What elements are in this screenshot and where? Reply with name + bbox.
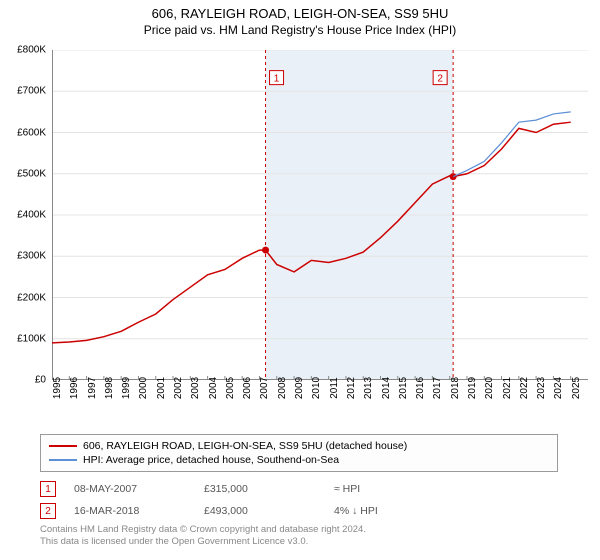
y-tick-label: £700K <box>17 86 46 97</box>
y-tick-label: £100K <box>17 333 46 344</box>
legend: 606, RAYLEIGH ROAD, LEIGH-ON-SEA, SS9 5H… <box>40 434 558 472</box>
x-tick-label: 1999 <box>121 377 132 399</box>
x-tick-label: 1995 <box>52 377 63 399</box>
x-tick-label: 2021 <box>502 377 513 399</box>
x-tick-label: 2019 <box>467 377 478 399</box>
legend-swatch-property <box>49 445 77 447</box>
legend-label-property: 606, RAYLEIGH ROAD, LEIGH-ON-SEA, SS9 5H… <box>83 440 407 452</box>
x-tick-label: 2014 <box>381 377 392 399</box>
transaction-hpi-2: 4% ↓ HPI <box>334 505 558 517</box>
transaction-date-1: 08-MAY-2007 <box>74 483 204 495</box>
transaction-date-2: 16-MAR-2018 <box>74 505 204 517</box>
transaction-hpi-1: ≈ HPI <box>334 483 558 495</box>
x-axis: 1995199619971998199920002001200220032004… <box>52 382 588 432</box>
x-tick-label: 2022 <box>519 377 530 399</box>
x-tick-label: 1996 <box>69 377 80 399</box>
legend-item-property: 606, RAYLEIGH ROAD, LEIGH-ON-SEA, SS9 5H… <box>49 439 549 453</box>
x-tick-label: 2010 <box>311 377 322 399</box>
legend-swatch-hpi <box>49 459 77 461</box>
x-tick-label: 2006 <box>242 377 253 399</box>
footer-line2: This data is licensed under the Open Gov… <box>40 536 366 548</box>
svg-text:2: 2 <box>437 74 443 85</box>
plot-svg: 12 <box>52 50 588 380</box>
legend-item-hpi: HPI: Average price, detached house, Sout… <box>49 453 549 467</box>
footer: Contains HM Land Registry data © Crown c… <box>40 524 366 548</box>
transaction-price-2: £493,000 <box>204 505 334 517</box>
x-tick-label: 2020 <box>484 377 495 399</box>
y-tick-label: £0 <box>35 375 46 386</box>
y-tick-label: £300K <box>17 251 46 262</box>
transaction-price-1: £315,000 <box>204 483 334 495</box>
x-tick-label: 2012 <box>346 377 357 399</box>
transaction-row-1: 1 08-MAY-2007 £315,000 ≈ HPI <box>40 478 558 500</box>
x-tick-label: 2000 <box>138 377 149 399</box>
chart-subtitle: Price paid vs. HM Land Registry's House … <box>0 21 600 41</box>
x-tick-label: 2003 <box>190 377 201 399</box>
y-tick-label: £600K <box>17 127 46 138</box>
plot-area: 12 <box>52 50 588 380</box>
y-tick-label: £400K <box>17 210 46 221</box>
chart-title: 606, RAYLEIGH ROAD, LEIGH-ON-SEA, SS9 5H… <box>0 0 600 21</box>
x-tick-label: 1997 <box>87 377 98 399</box>
y-axis: £0£100K£200K£300K£400K£500K£600K£700K£80… <box>0 50 50 380</box>
x-tick-label: 2016 <box>415 377 426 399</box>
y-tick-label: £800K <box>17 45 46 56</box>
transaction-badge-1: 1 <box>40 481 56 497</box>
x-tick-label: 2008 <box>277 377 288 399</box>
svg-text:1: 1 <box>274 74 280 85</box>
x-tick-label: 1998 <box>104 377 115 399</box>
footer-line1: Contains HM Land Registry data © Crown c… <box>40 524 366 536</box>
y-tick-label: £200K <box>17 292 46 303</box>
transaction-row-2: 2 16-MAR-2018 £493,000 4% ↓ HPI <box>40 500 558 522</box>
y-tick-label: £500K <box>17 168 46 179</box>
x-tick-label: 2013 <box>363 377 374 399</box>
chart-container: 606, RAYLEIGH ROAD, LEIGH-ON-SEA, SS9 5H… <box>0 0 600 560</box>
x-tick-label: 2011 <box>329 377 340 399</box>
x-tick-label: 2001 <box>156 377 167 399</box>
x-tick-label: 2009 <box>294 377 305 399</box>
x-tick-label: 2015 <box>398 377 409 399</box>
transaction-table: 1 08-MAY-2007 £315,000 ≈ HPI 2 16-MAR-20… <box>40 478 558 522</box>
x-tick-label: 2025 <box>571 377 582 399</box>
legend-label-hpi: HPI: Average price, detached house, Sout… <box>83 454 339 466</box>
transaction-badge-2: 2 <box>40 503 56 519</box>
x-tick-label: 2005 <box>225 377 236 399</box>
x-tick-label: 2017 <box>432 377 443 399</box>
x-tick-label: 2018 <box>450 377 461 399</box>
x-tick-label: 2002 <box>173 377 184 399</box>
x-tick-label: 2024 <box>553 377 564 399</box>
x-tick-label: 2023 <box>536 377 547 399</box>
x-tick-label: 2004 <box>208 377 219 399</box>
x-tick-label: 2007 <box>259 377 270 399</box>
